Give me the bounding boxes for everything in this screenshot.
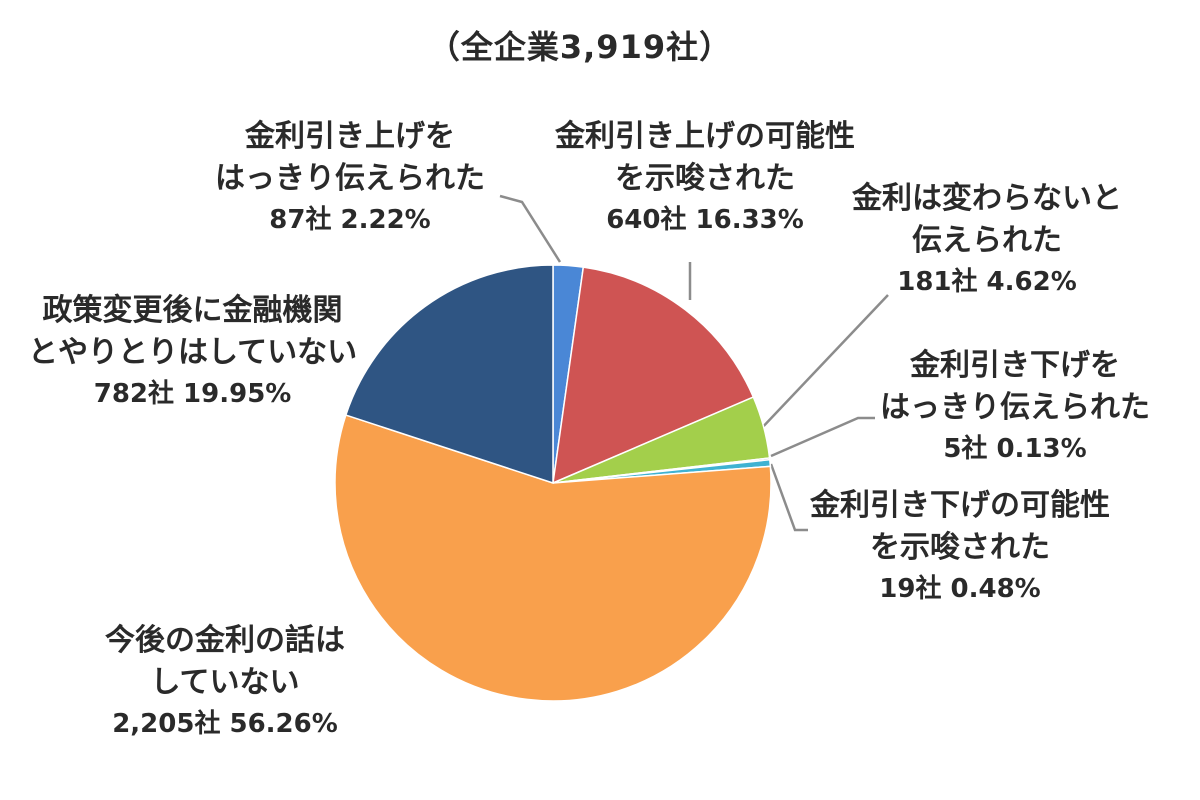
leader-line	[499, 194, 562, 263]
leader-line	[770, 416, 875, 458]
label-no-rate-talk: 今後の金利の話は していない 2,205社 56.26%	[105, 620, 345, 744]
label-line: 伝えられた	[912, 223, 1062, 258]
label-line: 今後の金利の話は	[105, 623, 345, 658]
label-value: 19社 0.48%	[879, 574, 1041, 604]
label-line: していない	[150, 665, 300, 700]
leader-line	[769, 463, 808, 532]
label-value: 87社 2.22%	[269, 205, 431, 235]
label-line: を示唆された	[615, 161, 795, 196]
label-rate-unchanged: 金利は変わらないと 伝えられた 181社 4.62%	[852, 178, 1122, 302]
label-value: 640社 16.33%	[606, 205, 804, 235]
label-line: 金利引き上げを	[245, 119, 455, 154]
leader-line	[757, 294, 889, 433]
label-line: 金利引き下げを	[910, 348, 1120, 383]
label-line: を示唆された	[870, 530, 1050, 565]
label-rate-hike-explicit: 金利引き上げを はっきり伝えられた 87社 2.22%	[215, 116, 485, 240]
label-line: はっきり伝えられた	[880, 390, 1150, 425]
label-value: 5社 0.13%	[943, 434, 1087, 464]
label-line: 金利引き下げの可能性	[810, 488, 1110, 523]
label-rate-cut-explicit: 金利引き下げを はっきり伝えられた 5社 0.13%	[880, 345, 1150, 469]
label-rate-cut-possible: 金利引き下げの可能性 を示唆された 19社 0.48%	[810, 485, 1110, 609]
label-line: 金利は変わらないと	[852, 181, 1122, 216]
label-value: 181社 4.62%	[897, 267, 1077, 297]
label-value: 2,205社 56.26%	[112, 709, 338, 739]
chart-title: （全企業3,919社）	[427, 28, 733, 66]
label-no-contact: 政策変更後に金融機関 とやりとりはしていない 782社 19.95%	[28, 290, 357, 414]
label-line: はっきり伝えられた	[215, 161, 485, 196]
label-rate-hike-possible: 金利引き上げの可能性 を示唆された 640社 16.33%	[555, 116, 855, 240]
pie-slice-1	[552, 266, 755, 485]
pie-slice-6	[344, 264, 554, 485]
pie-slice-5	[334, 414, 772, 702]
label-line: 金利引き上げの可能性	[555, 119, 855, 154]
label-value: 782社 19.95%	[93, 379, 292, 409]
label-line: 政策変更後に金融機関	[42, 293, 343, 328]
label-line: とやりとりはしていない	[28, 335, 358, 370]
